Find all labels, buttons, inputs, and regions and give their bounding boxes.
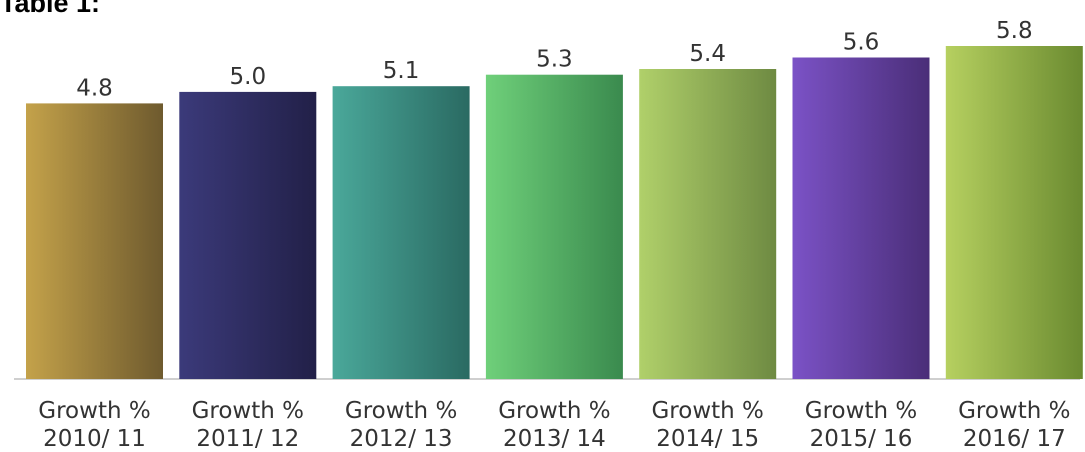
value-label-1: 5.0 (230, 64, 267, 90)
category-label-2-line1: Growth % (345, 398, 457, 424)
category-label-6-line2: 2016/ 17 (963, 426, 1066, 452)
value-labels-group: 4.8 5.0 5.1 5.3 5.4 5.6 5.8 (76, 18, 1032, 101)
value-label-2: 5.1 (383, 58, 420, 84)
category-label-1-line2: 2011/ 12 (196, 426, 299, 452)
bar-2 (332, 86, 470, 379)
value-label-4: 5.4 (689, 41, 726, 67)
bar-5 (792, 57, 930, 379)
bars-group (26, 46, 1083, 380)
category-label-5-line2: 2015/ 16 (810, 426, 913, 452)
category-label-4-line2: 2014/ 15 (656, 426, 759, 452)
bar-6 (945, 46, 1083, 379)
category-label-6-line1: Growth % (958, 398, 1070, 424)
value-label-3: 5.3 (536, 47, 573, 73)
chart-title: Table 1: (0, 0, 101, 18)
value-label-0: 4.8 (76, 75, 113, 101)
category-label-0-line1: Growth % (38, 398, 150, 424)
category-label-3-line1: Growth % (498, 398, 610, 424)
category-label-2-line2: 2012/ 13 (350, 426, 453, 452)
value-label-5: 5.6 (843, 30, 880, 56)
category-label-3-line2: 2013/ 14 (503, 426, 606, 452)
category-label-1-line1: Growth % (192, 398, 304, 424)
bar-4 (639, 69, 777, 379)
category-label-5-line1: Growth % (805, 398, 917, 424)
category-label-0-line2: 2010/ 11 (43, 426, 146, 452)
bar-0 (26, 103, 163, 380)
category-label-4-line1: Growth % (651, 398, 763, 424)
bar-1 (179, 91, 317, 380)
value-label-6: 5.8 (996, 18, 1033, 44)
bar-3 (485, 74, 623, 379)
